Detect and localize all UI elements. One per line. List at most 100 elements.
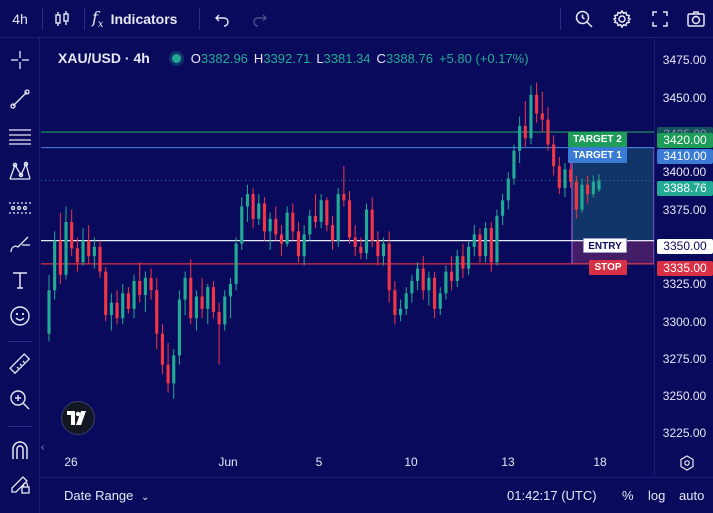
candle-body: [87, 240, 91, 257]
entry-label[interactable]: ENTRY: [583, 238, 627, 253]
brush-tool[interactable]: [4, 230, 36, 262]
candle-body: [467, 246, 471, 269]
candle-body: [234, 243, 238, 285]
redo-button[interactable]: [246, 0, 274, 38]
candle-body: [438, 293, 442, 309]
candle-body: [557, 166, 561, 188]
gear-icon: [612, 9, 632, 29]
fullscreen-button[interactable]: [646, 0, 674, 38]
interval-button[interactable]: 4h: [4, 0, 36, 38]
price-axis[interactable]: 3475.00 3450.00 3400.00 3375.00 3325.00 …: [654, 39, 713, 476]
brush-icon: [8, 233, 32, 260]
candle-body: [393, 290, 397, 316]
text-tool[interactable]: [4, 266, 36, 298]
quick-search-button[interactable]: [570, 0, 598, 38]
indicators-label: Indicators: [110, 11, 178, 27]
candle-body: [149, 277, 153, 291]
candle-body: [433, 277, 437, 309]
undo-button[interactable]: [208, 0, 236, 38]
chart-type-button[interactable]: [48, 0, 76, 38]
candle-body: [478, 234, 482, 257]
candle-body: [461, 256, 465, 269]
collapse-toolbar-chevron-icon[interactable]: ‹: [41, 442, 45, 453]
text-icon: [10, 270, 30, 295]
high-value: 3392.71: [263, 50, 311, 66]
candle-body: [211, 287, 215, 312]
settings-button[interactable]: [608, 0, 636, 38]
time-tick: 26: [64, 455, 78, 469]
low-value: 3381.34: [323, 50, 371, 66]
candle-body: [64, 222, 68, 275]
smiley-icon: [9, 305, 31, 332]
candle-body: [126, 293, 130, 309]
candle-body: [546, 119, 550, 145]
auto-toggle[interactable]: auto: [679, 488, 705, 503]
candle-body: [262, 203, 267, 232]
candle-body: [257, 203, 261, 219]
ruler-icon: [9, 352, 31, 380]
candle-body: [104, 271, 108, 316]
candle-body: [166, 364, 170, 384]
candle-body: [200, 296, 204, 309]
indicators-button[interactable]: fx Indicators: [92, 0, 192, 38]
redo-icon: [252, 11, 268, 27]
candle-body: [92, 246, 96, 257]
candle-body: [580, 184, 584, 210]
symbol-title[interactable]: XAU/USD · 4h: [58, 50, 150, 66]
candle-body: [160, 333, 164, 365]
screenshot-button[interactable]: [682, 0, 710, 38]
candle-body: [285, 212, 289, 244]
candle-body: [194, 296, 198, 319]
ruler-tool[interactable]: [4, 350, 36, 382]
candle-body: [177, 299, 181, 356]
pattern-tool[interactable]: [4, 158, 36, 190]
price-tick: 3475.00: [662, 53, 707, 67]
stop-price-badge: 3335.00: [657, 261, 713, 276]
lock-drawings-tool[interactable]: [4, 470, 36, 502]
price-tick: 3300.00: [662, 315, 707, 329]
tradingview-logo[interactable]: [61, 401, 95, 435]
zoom-tool[interactable]: [4, 386, 36, 418]
search-clock-icon: [574, 9, 594, 29]
candle-body: [586, 184, 590, 195]
time-tick: 5: [315, 455, 323, 469]
candle-body: [512, 150, 516, 179]
bottom-toolbar: [41, 477, 713, 513]
candle-body: [98, 246, 102, 272]
stop-label[interactable]: STOP: [589, 260, 627, 275]
candle-body: [506, 178, 510, 201]
candle-body: [70, 222, 74, 249]
chart-pane[interactable]: [41, 39, 654, 476]
candle-body: [336, 194, 340, 241]
percent-toggle[interactable]: %: [622, 488, 634, 503]
candle-body: [472, 234, 476, 247]
axis-settings-icon[interactable]: [679, 455, 695, 476]
emoji-tool[interactable]: [4, 302, 36, 334]
candle-body: [274, 218, 278, 235]
clock-display[interactable]: 01:42:17 (UTC): [507, 488, 597, 503]
price-tick: 3275.00: [662, 352, 707, 366]
profit-zone: [571, 146, 654, 242]
time-axis[interactable]: [41, 450, 654, 476]
market-status-icon: [171, 53, 181, 63]
candle-body: [370, 209, 374, 241]
candle-body: [398, 308, 403, 316]
candle-body: [308, 215, 312, 235]
target1-label[interactable]: TARGET 1: [568, 148, 627, 163]
candle-body: [591, 181, 595, 195]
crosshair-tool[interactable]: [4, 46, 36, 78]
log-toggle[interactable]: log: [648, 488, 666, 503]
interval-label: 4h: [12, 11, 28, 27]
candle-body: [359, 246, 363, 254]
magnet-tool[interactable]: [4, 436, 36, 468]
date-range-button[interactable]: Date Range ⌄: [64, 488, 149, 503]
forecast-tool[interactable]: [4, 194, 36, 226]
fib-tool[interactable]: [4, 122, 36, 154]
candle-body: [404, 293, 408, 309]
trend-line-tool[interactable]: [4, 85, 36, 117]
toolbar-divider: [8, 426, 32, 427]
candle-body: [501, 200, 505, 216]
target2-label[interactable]: TARGET 2: [568, 132, 627, 147]
pattern-icon: [8, 161, 32, 188]
candlestick-chart[interactable]: [41, 39, 654, 476]
